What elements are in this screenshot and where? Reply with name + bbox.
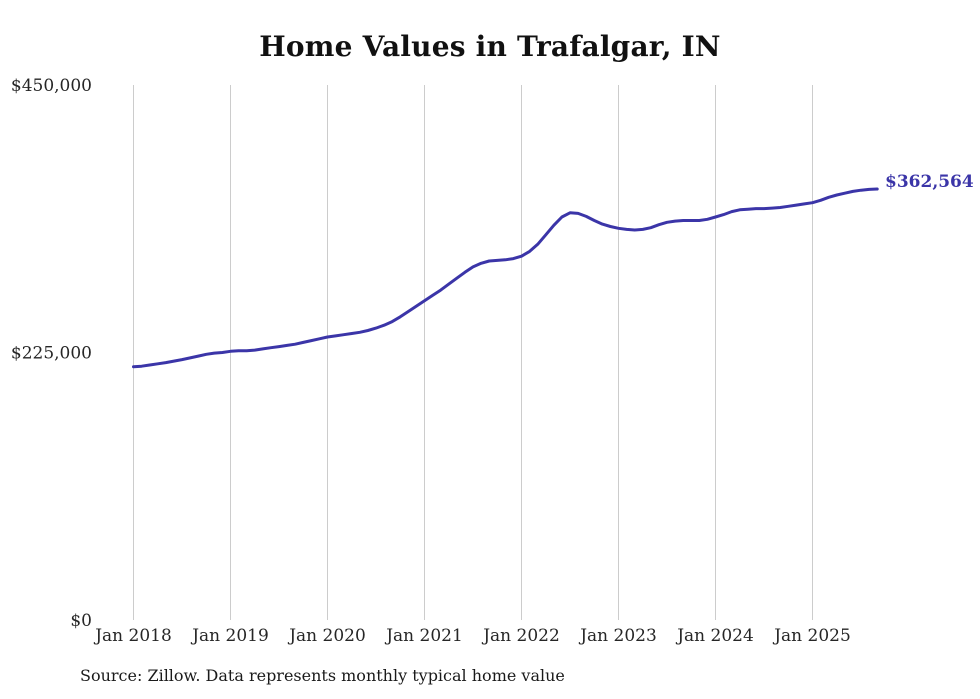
y-axis-label: $225,000 — [11, 344, 92, 364]
x-axis-label: Jan 2023 — [578, 626, 657, 646]
y-axis-label: $0 — [70, 611, 92, 631]
x-axis-label: Jan 2022 — [481, 626, 560, 646]
end-value-label: $362,564 — [885, 172, 974, 192]
home-value-line — [132, 187, 879, 369]
x-axis-label: Jan 2018 — [93, 626, 172, 646]
x-axis-label: Jan 2020 — [287, 626, 366, 646]
x-axis-label: Jan 2025 — [772, 626, 851, 646]
y-axis-label: $450,000 — [11, 76, 92, 96]
chart-title: Home Values in Trafalgar, IN — [259, 30, 721, 63]
source-note: Source: Zillow. Data represents monthly … — [80, 666, 565, 685]
x-axis-label: Jan 2021 — [384, 626, 463, 646]
x-axis-label: Jan 2024 — [675, 626, 754, 646]
x-axis-label: Jan 2019 — [190, 626, 269, 646]
